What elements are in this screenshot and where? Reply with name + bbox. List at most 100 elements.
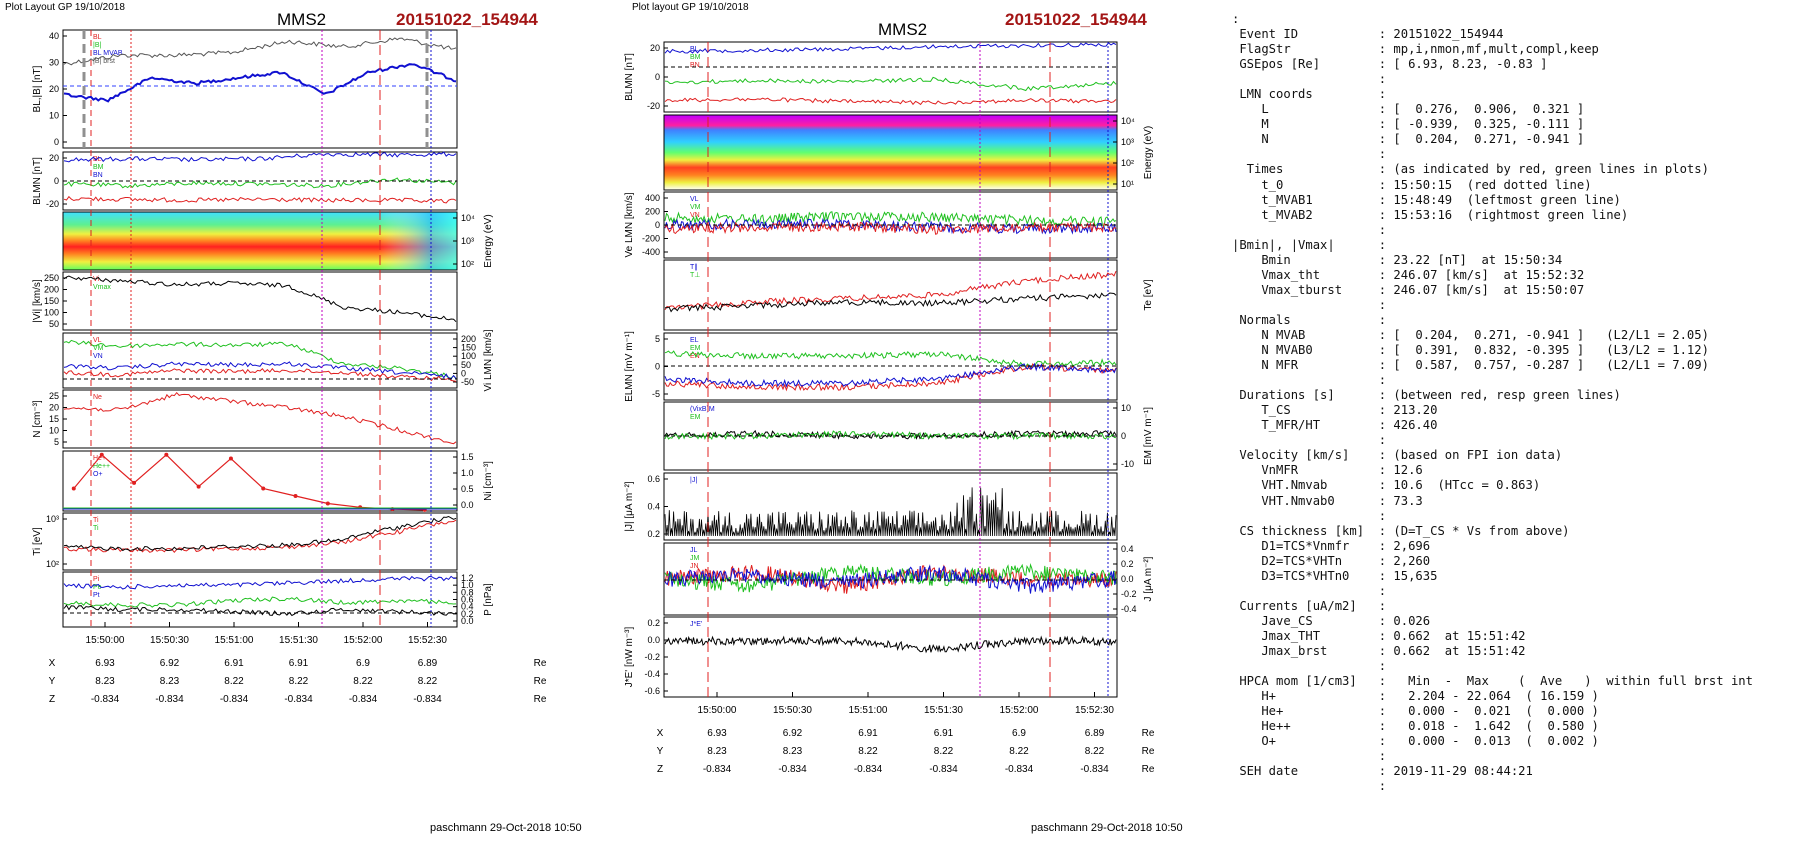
y-axis-label: J*E' [nW m⁻³] bbox=[624, 627, 635, 688]
info-line: Currents [uA/m2] : bbox=[1239, 598, 1387, 613]
info-line: |Bmin|, |Vmax| : bbox=[1232, 237, 1387, 252]
legend-entry: BL bbox=[93, 156, 102, 163]
series-line-Vi bbox=[63, 275, 457, 323]
info-line: Velocity [km/s] : (based on FPI ion data… bbox=[1239, 448, 1563, 463]
info-line: Jmax_THT : 0.662 at 15:51:42 bbox=[1261, 628, 1526, 643]
position-unit: Re bbox=[534, 694, 547, 705]
y-tick-label: 10⁴ bbox=[1121, 116, 1135, 126]
x-tick-label: 15:51:00 bbox=[215, 635, 254, 646]
info-line: Event ID : 20151022_154944 bbox=[1239, 27, 1504, 42]
spectrogram-fade bbox=[63, 212, 457, 270]
info-line: : bbox=[1378, 433, 1387, 448]
y-axis-label: |Vi| [km/s] bbox=[32, 279, 43, 323]
position-value: 8.23 bbox=[707, 746, 727, 757]
info-line: : bbox=[1378, 373, 1387, 388]
x-tick-label: 15:52:30 bbox=[1075, 705, 1114, 716]
y-tick-label: 0 bbox=[461, 368, 466, 378]
position-value: 8.22 bbox=[1085, 746, 1105, 757]
series-line-EL bbox=[664, 350, 1117, 368]
legend-entry: Vmax bbox=[93, 284, 111, 291]
y-tick-label: 20 bbox=[49, 153, 59, 163]
y-tick-label: -20 bbox=[647, 101, 660, 111]
y-tick-label: 100 bbox=[461, 351, 476, 361]
y-tick-label: 0 bbox=[54, 176, 59, 186]
legend-entry: VM bbox=[690, 204, 701, 211]
mid-event-title: 20151022_154944 bbox=[1005, 10, 1147, 29]
info-line: VHT.Nmvab0 : 73.3 bbox=[1261, 493, 1423, 508]
y-tick-label: 10 bbox=[1121, 403, 1131, 413]
series-line-T⊥ bbox=[664, 292, 1117, 313]
info-line: : bbox=[1378, 222, 1387, 237]
panel-frame bbox=[663, 259, 1118, 331]
y-tick-label: 0.0 bbox=[647, 635, 660, 645]
legend-entry: BN bbox=[690, 62, 700, 69]
info-line: VnMFR : 12.6 bbox=[1261, 463, 1423, 478]
series-line-Ti bbox=[63, 519, 457, 553]
mid-footer: paschmann 29-Oct-2018 10:50 bbox=[1031, 822, 1183, 834]
left-spacecraft-title: MMS2 bbox=[277, 10, 327, 29]
left-spectrogram-panel: 10⁴ 10³ 10² Energy (eV) bbox=[62, 211, 494, 271]
data-point bbox=[228, 456, 233, 461]
position-unit: Re bbox=[1142, 728, 1155, 739]
x-tick-label: 15:50:30 bbox=[150, 635, 189, 646]
y-tick-label: 1.5 bbox=[461, 452, 474, 462]
y-axis-label: Ve LMN [km/s] bbox=[624, 192, 635, 257]
info-line: He++ : 0.018 - 1.642 ( 0.580 ) bbox=[1261, 719, 1599, 734]
y-tick-label: 0 bbox=[54, 137, 59, 147]
y-tick-label: 1.2 bbox=[461, 573, 474, 583]
position-value: 6.92 bbox=[160, 658, 180, 669]
series-line-BN bbox=[63, 195, 457, 204]
info-line: : bbox=[1378, 297, 1387, 312]
y-tick-label: 250 bbox=[44, 273, 59, 283]
series-line-|B| bbox=[63, 37, 457, 66]
info-line: N MFR : [ 0.587, 0.757, -0.287 ] (L2/L1 … bbox=[1261, 358, 1709, 373]
position-value: 6.93 bbox=[707, 728, 727, 739]
position-value: 6.9 bbox=[356, 658, 370, 669]
position-value: 8.23 bbox=[95, 676, 115, 687]
y-tick-label: 10² bbox=[461, 259, 474, 269]
series-line-BL bbox=[664, 42, 1117, 54]
legend-entry: Pe bbox=[93, 584, 102, 591]
y-tick-label: 0.0 bbox=[461, 616, 474, 626]
mid-te-panel: Te [eV] T∥T⊥ bbox=[663, 259, 1154, 331]
position-value: 8.23 bbox=[783, 746, 803, 757]
y-axis-label: |J| [μA m⁻²] bbox=[624, 481, 635, 531]
series-line-T∥ bbox=[664, 271, 1117, 311]
legend-entry: EM bbox=[690, 414, 701, 421]
info-line: t_0 : 15:50:15 (red dotted line) bbox=[1261, 177, 1592, 192]
info-line: HPCA mom [1/cm3] : Min - Max ( Ave ) wit… bbox=[1239, 674, 1753, 689]
series-line-BL bbox=[63, 63, 457, 103]
left-footer: paschmann 29-Oct-2018 10:50 bbox=[430, 822, 582, 834]
legend-entry: JN bbox=[690, 563, 699, 570]
y-axis-label: Ni [cm⁻³] bbox=[483, 461, 494, 501]
info-line: D2=TCS*VHTn : 2,260 bbox=[1261, 553, 1431, 568]
info-line: : bbox=[1378, 659, 1387, 674]
x-tick-label: 15:52:00 bbox=[1000, 705, 1039, 716]
legend-entry: He+ bbox=[93, 455, 106, 462]
series-line-Pe bbox=[63, 604, 457, 617]
y-axis-label: Energy (eV) bbox=[1143, 126, 1154, 179]
panel-frame bbox=[62, 389, 458, 449]
info-line: D1=TCS*Vnmfr : 2,696 bbox=[1261, 538, 1431, 553]
y-axis-label: ELMN [mV m⁻¹] bbox=[624, 331, 635, 402]
y-tick-label: 20 bbox=[650, 43, 660, 53]
y-axis-label: Energy (eV) bbox=[483, 214, 494, 267]
position-value: -0.834 bbox=[1080, 764, 1109, 775]
series-line-JN bbox=[664, 564, 1117, 594]
y-tick-label: 50 bbox=[461, 360, 471, 370]
info-line: : bbox=[1378, 749, 1387, 764]
info-line: H+ : 2.204 - 22.064 ( 16.159 ) bbox=[1261, 689, 1599, 704]
position-value: 8.22 bbox=[353, 676, 373, 687]
y-tick-label: 0.2 bbox=[647, 618, 660, 628]
y-tick-label: 0.5 bbox=[461, 484, 474, 494]
panel-frame bbox=[62, 29, 458, 149]
y-axis-label: Vi LMN [km/s] bbox=[483, 329, 494, 391]
series-line-|J| bbox=[664, 487, 1117, 537]
panel-frame bbox=[62, 512, 458, 571]
y-tick-label: 1.0 bbox=[461, 468, 474, 478]
legend-entry: EN bbox=[690, 353, 700, 360]
info-line: He+ : 0.000 - 0.021 ( 0.000 ) bbox=[1261, 704, 1599, 719]
